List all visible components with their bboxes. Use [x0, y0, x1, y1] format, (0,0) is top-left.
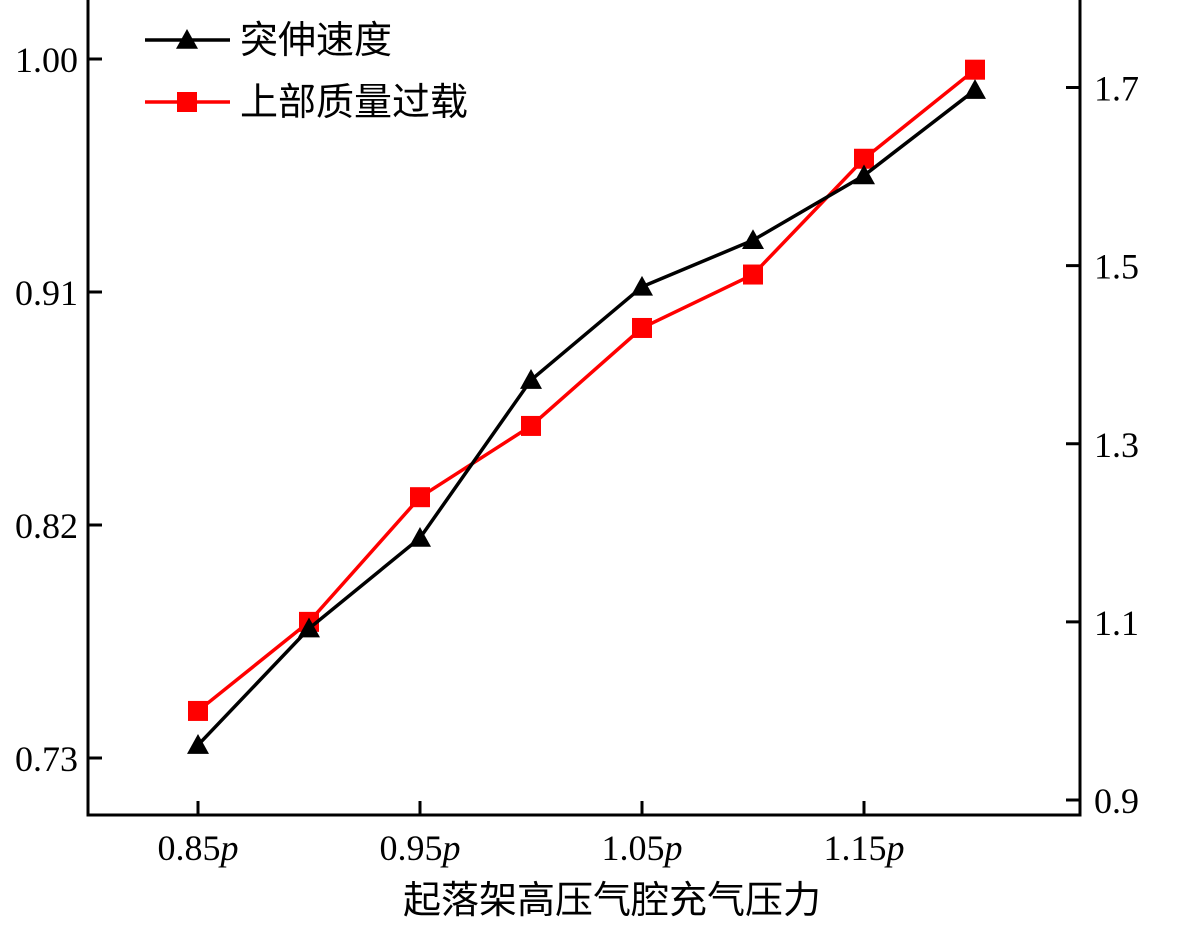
plot-frame — [86, 0, 1082, 817]
legend-label: 上部质量过载 — [240, 80, 468, 124]
legend-entry: 突伸速度 — [145, 18, 392, 62]
right-tick-label: 1.7 — [1094, 69, 1139, 109]
data-point-square — [965, 59, 985, 80]
right-tick-label: 1.3 — [1094, 425, 1139, 465]
legend-triangle-marker — [176, 29, 198, 49]
data-point-triangle — [187, 734, 209, 754]
data-point-triangle — [298, 617, 320, 638]
x-tick-label: 0.85p — [158, 828, 239, 868]
right-tick-label: 0.9 — [1094, 781, 1139, 821]
data-point-square — [521, 415, 541, 436]
series-extension-speed — [187, 79, 986, 754]
series-line — [196, 88, 977, 747]
data-point-triangle — [853, 164, 875, 185]
data-point-triangle — [964, 79, 986, 99]
right-tick-label: 1.5 — [1094, 247, 1139, 287]
legend-label: 突伸速度 — [240, 18, 392, 62]
left-tick-label: 0.73 — [15, 739, 78, 779]
right-axis-ticks: 0.9 1.1 1.3 1.5 1.7 — [1066, 69, 1139, 821]
data-point-triangle — [631, 275, 653, 296]
left-tick-label: 1.00 — [15, 40, 78, 80]
x-tick-label: 1.15p — [824, 828, 905, 868]
legend-square-marker — [177, 92, 197, 112]
data-point-triangle — [742, 229, 764, 250]
data-point-triangle — [520, 369, 542, 389]
legend-entry: 上部质量过载 — [145, 80, 468, 124]
data-point-square — [410, 487, 430, 508]
series-layer — [187, 59, 986, 754]
x-axis-title: 起落架高压气腔充气压力 — [403, 878, 821, 922]
left-tick-label: 0.91 — [15, 273, 78, 313]
x-tick-label: 1.05p — [602, 828, 683, 868]
left-tick-label: 0.82 — [15, 506, 78, 546]
left-axis-ticks: 0.73 0.82 0.91 1.00 — [15, 40, 102, 779]
data-point-square — [743, 264, 763, 285]
right-tick-label: 1.1 — [1094, 603, 1139, 643]
data-point-square — [854, 148, 874, 169]
x-axis-ticks: 0.85p 0.95p 1.05p 1.15p — [158, 801, 905, 868]
data-point-triangle — [409, 526, 431, 547]
x-tick-label: 0.95p — [380, 828, 461, 868]
data-point-square — [632, 317, 652, 338]
series-line — [196, 68, 977, 713]
data-point-square — [188, 700, 208, 721]
